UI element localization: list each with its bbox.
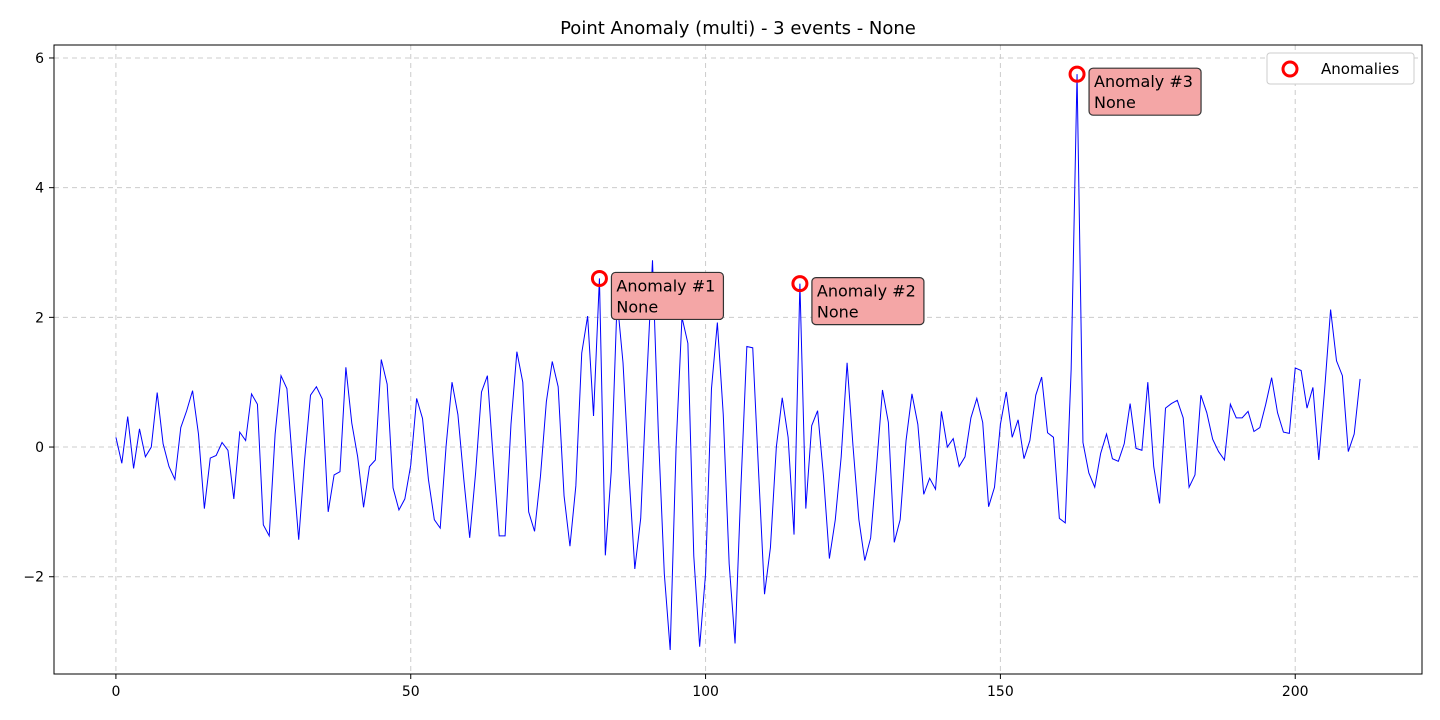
x-tick-label: 0: [111, 684, 120, 700]
y-tick-label: 4: [35, 181, 44, 197]
anomaly-annotation-label: Anomaly #3: [1094, 72, 1193, 91]
x-tick-label: 200: [1282, 684, 1309, 700]
legend-label: Anomalies: [1321, 60, 1399, 78]
y-tick-label: 6: [35, 51, 44, 67]
anomaly-annotation-sublabel: None: [616, 297, 658, 316]
x-tick-label: 100: [692, 684, 719, 700]
chart-title: Point Anomaly (multi) - 3 events - None: [560, 18, 916, 39]
legend: Anomalies: [1266, 52, 1415, 85]
grid: [54, 45, 1422, 674]
anomaly-marker: [590, 269, 608, 287]
plot-frame: [53, 44, 1423, 675]
anomaly-layer: Anomaly #1 None Anomaly #2 None Anomaly #3 No…: [590, 65, 1202, 326]
x-tick-label: 150: [987, 684, 1014, 700]
legend-anomaly-marker: [1281, 60, 1299, 78]
anomaly-annotation-box: [1088, 67, 1202, 116]
axis-ticks: 0 50 100 150 200 −2 0 2 4 6: [23, 51, 1308, 700]
y-tick-label: 2: [35, 310, 44, 326]
y-tick-label: −2: [23, 570, 44, 586]
anomaly-annotation-sublabel: None: [817, 303, 859, 322]
anomaly-annotation-label: Anomaly #1: [616, 276, 715, 295]
anomaly-marker: [1068, 65, 1086, 83]
anomaly-annotation-label: Anomaly #2: [817, 282, 916, 301]
y-tick-label: 0: [35, 440, 44, 456]
series-line: [115, 74, 1361, 651]
anomaly-annotation-sublabel: None: [1094, 93, 1136, 112]
anomaly-annotation-box: [610, 271, 725, 321]
legend-box: [1266, 52, 1415, 85]
x-tick-label: 50: [402, 684, 420, 700]
series-layer: [115, 74, 1361, 651]
anomaly-annotation-box: [811, 277, 925, 326]
anomaly-marker: [791, 275, 809, 293]
